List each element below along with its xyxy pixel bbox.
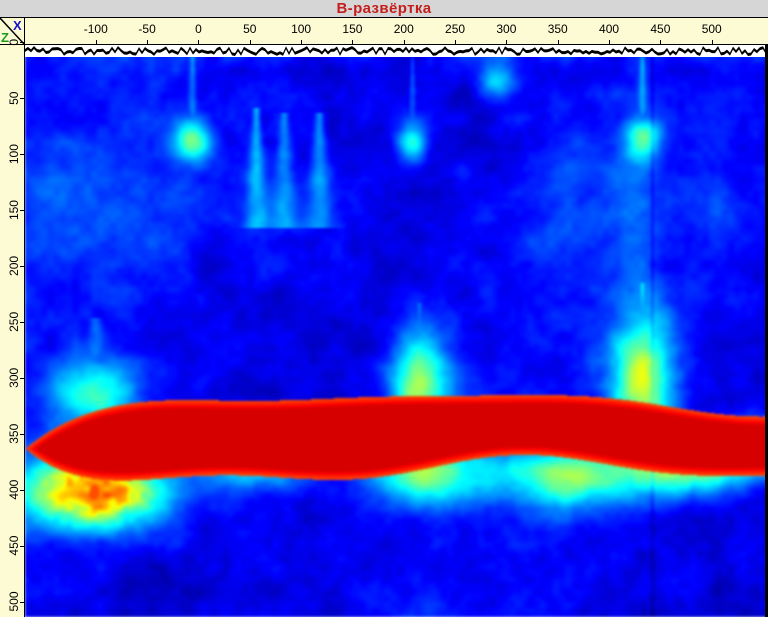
svg-text:0: 0 xyxy=(195,22,202,36)
svg-text:200: 200 xyxy=(394,22,414,36)
svg-text:150: 150 xyxy=(342,22,362,36)
svg-text:X: X xyxy=(13,18,22,33)
svg-text:450: 450 xyxy=(650,22,670,36)
svg-text:250: 250 xyxy=(445,22,465,36)
svg-text:500: 500 xyxy=(702,22,722,36)
svg-text:-50: -50 xyxy=(138,22,156,36)
svg-text:350: 350 xyxy=(548,22,568,36)
svg-text:100: 100 xyxy=(291,22,311,36)
svg-text:400: 400 xyxy=(599,22,619,36)
svg-text:300: 300 xyxy=(496,22,516,36)
svg-text:50: 50 xyxy=(243,22,257,36)
svg-text:-100: -100 xyxy=(84,22,108,36)
